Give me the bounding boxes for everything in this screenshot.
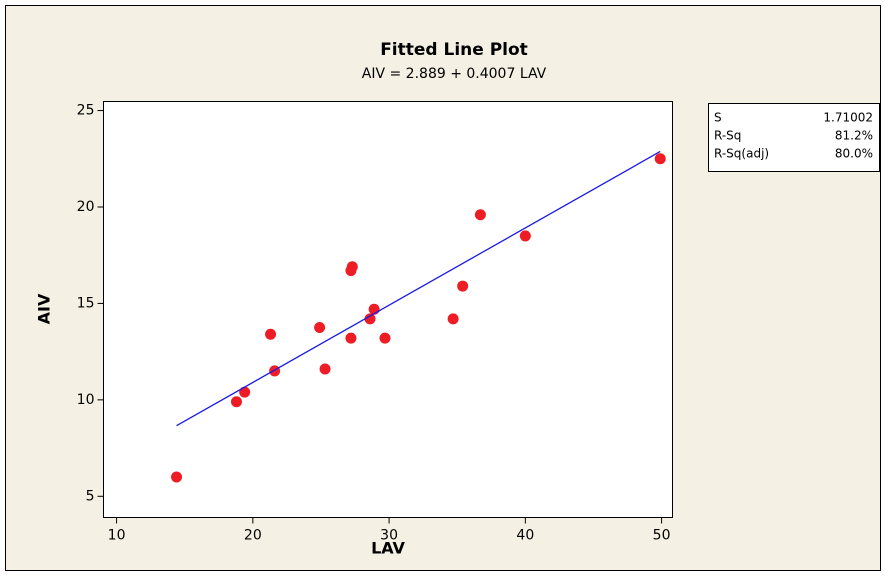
stat-name: S — [714, 111, 722, 125]
point — [319, 363, 331, 375]
stat-value: 81.2% — [835, 129, 873, 143]
point — [379, 332, 391, 344]
point — [654, 153, 666, 165]
x-tick-label: 30 — [380, 528, 398, 544]
point — [519, 230, 531, 242]
stats-box — [708, 103, 880, 172]
stat-name: R-Sq — [714, 129, 741, 143]
point — [314, 322, 326, 334]
chart-subtitle: AIV = 2.889 + 0.4007 LAV — [362, 66, 547, 82]
y-tick-label: 5 — [86, 488, 95, 504]
chart-title: Fitted Line Plot — [380, 40, 528, 60]
y-tick-label: 20 — [77, 199, 95, 215]
stat-value: 1.71002 — [823, 111, 873, 125]
x-tick-label: 20 — [244, 528, 262, 544]
point — [171, 471, 183, 483]
point — [364, 313, 376, 325]
y-tick-label: 10 — [77, 392, 95, 408]
point — [265, 328, 277, 340]
point — [239, 386, 251, 398]
x-tick-label: 50 — [653, 528, 671, 544]
point — [345, 332, 357, 344]
point — [230, 396, 242, 408]
x-axis-label: LAV — [371, 539, 405, 558]
point — [457, 280, 469, 292]
y-tick-label: 15 — [77, 295, 95, 311]
point — [447, 313, 459, 325]
fit-line — [176, 150, 661, 427]
plot-area — [103, 101, 673, 518]
point — [269, 365, 281, 377]
stat-name: R-Sq(adj) — [714, 147, 769, 161]
point — [346, 261, 358, 273]
x-tick-label: 10 — [108, 528, 126, 544]
y-axis-label: AIV — [35, 293, 54, 324]
stat-value: 80.0% — [835, 147, 873, 161]
point — [474, 209, 486, 221]
x-tick-label: 40 — [516, 528, 534, 544]
y-tick-label: 25 — [77, 103, 95, 119]
